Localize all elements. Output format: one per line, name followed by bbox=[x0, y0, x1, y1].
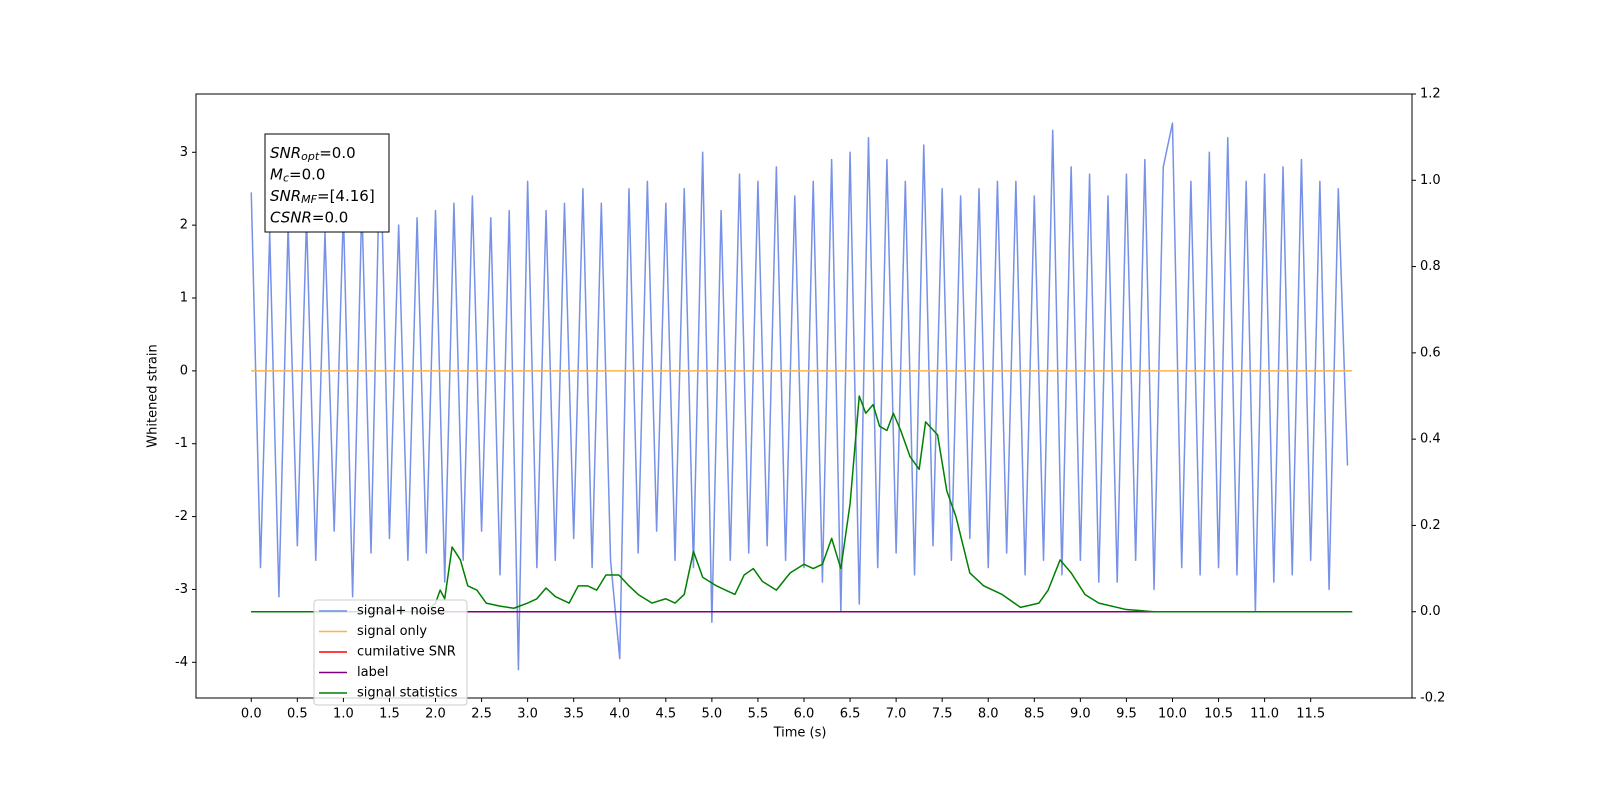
annotation-main: SNR bbox=[270, 187, 301, 205]
y-tick-label: -1 bbox=[175, 436, 188, 451]
x-tick-label: 10.5 bbox=[1204, 707, 1233, 722]
y-tick-label: 2 bbox=[180, 218, 188, 233]
legend: signal+ noise signal only cumilative SNR la… bbox=[313, 599, 468, 706]
y2-tick-label: 0.0 bbox=[1420, 604, 1441, 619]
annotation-line: SNRMF=[4.16] bbox=[270, 187, 375, 207]
annotation-rest: =[4.16] bbox=[317, 187, 375, 205]
legend-label: signal only bbox=[357, 624, 427, 639]
y2-tick-label: 0.2 bbox=[1420, 518, 1441, 533]
legend-label: signal+ noise bbox=[357, 604, 445, 619]
legend-label: signal statistics bbox=[357, 686, 458, 701]
x-tick-label: 10.0 bbox=[1158, 707, 1187, 722]
annotation-rest: =0.0 bbox=[319, 144, 355, 162]
y-tick-label: -2 bbox=[175, 509, 188, 524]
x-tick-label: 7.5 bbox=[932, 707, 953, 722]
annotation-main: M bbox=[270, 165, 283, 183]
x-tick-label: 8.0 bbox=[978, 707, 999, 722]
series-line bbox=[250, 122, 1349, 671]
x-tick-label: 5.0 bbox=[702, 707, 723, 722]
y-axis-label: Whitened strain bbox=[146, 344, 161, 447]
annotation-rest: =0.0 bbox=[289, 165, 325, 183]
annotation-main: CSNR bbox=[270, 208, 312, 226]
y-tick-label: 1 bbox=[180, 291, 188, 306]
y2-tick-label: 0.6 bbox=[1420, 345, 1441, 360]
x-tick-label: 11.0 bbox=[1250, 707, 1279, 722]
x-tick-label: 4.0 bbox=[609, 707, 630, 722]
series-line bbox=[251, 395, 1353, 613]
legend-label: cumilative SNR bbox=[357, 645, 456, 660]
x-tick-label: 5.5 bbox=[748, 707, 769, 722]
annotation-sub: opt bbox=[301, 150, 320, 163]
y2-tick-label: 0.4 bbox=[1420, 432, 1441, 447]
x-tick-label: 0.5 bbox=[287, 707, 308, 722]
annotation-line: Mc=0.0 bbox=[270, 165, 325, 185]
y-tick-label: -4 bbox=[175, 655, 188, 670]
x-axis-label: Time (s) bbox=[773, 726, 827, 741]
annotation-line: SNRopt=0.0 bbox=[270, 144, 356, 164]
y-tick-label: 0 bbox=[180, 363, 188, 378]
legend-label: label bbox=[357, 665, 388, 680]
y2-tick-label: 1.2 bbox=[1420, 87, 1441, 102]
x-tick-label: 2.5 bbox=[471, 707, 492, 722]
x-tick-label: 1.0 bbox=[333, 707, 354, 722]
x-tick-label: 4.5 bbox=[655, 707, 676, 722]
y2-tick-label: -0.2 bbox=[1420, 691, 1445, 706]
annotation-box bbox=[264, 133, 390, 233]
annotation-line: CSNR=0.0 bbox=[270, 208, 348, 226]
x-tick-label: 6.0 bbox=[794, 707, 815, 722]
x-tick-label: 7.0 bbox=[886, 707, 907, 722]
y2-tick-label: 0.8 bbox=[1420, 259, 1441, 274]
legend-box bbox=[313, 599, 468, 706]
x-tick-label: 3.0 bbox=[517, 707, 538, 722]
y-tick-label: 3 bbox=[180, 145, 188, 160]
annotation-main: SNR bbox=[270, 144, 301, 162]
x-tick-label: 6.5 bbox=[840, 707, 861, 722]
x-tick-label: 9.5 bbox=[1116, 707, 1137, 722]
annotation-sub: MF bbox=[301, 193, 317, 206]
y2-tick-label: 1.0 bbox=[1420, 173, 1441, 188]
x-tick-label: 3.5 bbox=[563, 707, 584, 722]
annotation-sub: c bbox=[283, 172, 289, 185]
x-tick-label: 11.5 bbox=[1296, 707, 1325, 722]
x-tick-label: 8.5 bbox=[1024, 707, 1045, 722]
x-tick-label: 0.0 bbox=[241, 707, 262, 722]
annotation-rest: =0.0 bbox=[312, 208, 348, 226]
x-tick-label: 1.5 bbox=[379, 707, 400, 722]
x-tick-label: 9.0 bbox=[1070, 707, 1091, 722]
y-tick-label: -3 bbox=[175, 582, 188, 597]
x-tick-label: 2.0 bbox=[425, 707, 446, 722]
